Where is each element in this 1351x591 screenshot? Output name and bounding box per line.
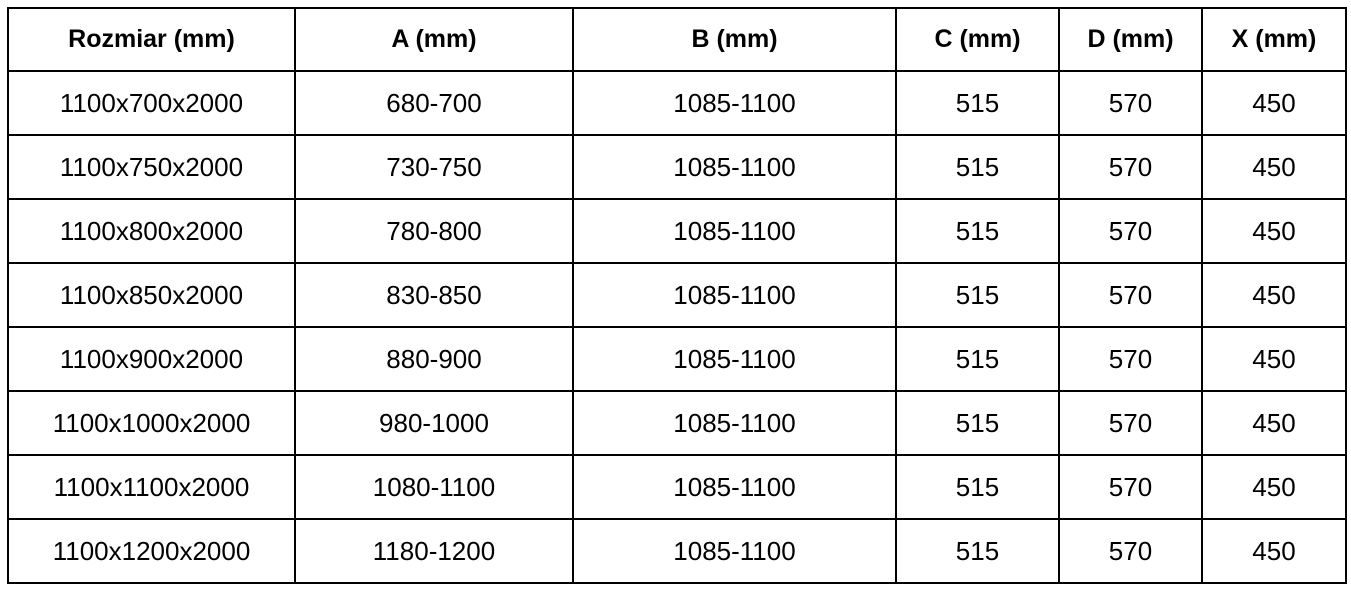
cell-d: 570 — [1058, 70, 1203, 136]
cell-x: 450 — [1201, 390, 1347, 456]
dimensions-table: Rozmiar (mm) A (mm) B (mm) C (mm) D (mm) X (m… — [7, 7, 1347, 584]
cell-c: 515 — [895, 454, 1060, 520]
cell-b: 1085-1100 — [572, 326, 897, 392]
table-row: 1100x700x2000 680-700 1085-1100 515 570 450 — [7, 70, 1347, 136]
cell-b: 1085-1100 — [572, 198, 897, 264]
cell-size: 1100x800x2000 — [7, 198, 296, 264]
cell-x: 450 — [1201, 198, 1347, 264]
table-row: 1100x900x2000 880-900 1085-1100 515 570 450 — [7, 326, 1347, 392]
cell-a: 830-850 — [294, 262, 574, 328]
header-row: Rozmiar (mm) A (mm) B (mm) C (mm) D (mm) X (m… — [7, 7, 1347, 72]
cell-c: 515 — [895, 70, 1060, 136]
cell-d: 570 — [1058, 454, 1203, 520]
column-header-x: X (mm) — [1201, 7, 1347, 72]
cell-d: 570 — [1058, 326, 1203, 392]
cell-a: 880-900 — [294, 326, 574, 392]
cell-size: 1100x1000x2000 — [7, 390, 296, 456]
cell-b: 1085-1100 — [572, 70, 897, 136]
table-row: 1100x850x2000 830-850 1085-1100 515 570 450 — [7, 262, 1347, 328]
cell-a: 1180-1200 — [294, 518, 574, 584]
cell-x: 450 — [1201, 134, 1347, 200]
cell-x: 450 — [1201, 262, 1347, 328]
table-row: 1100x800x2000 780-800 1085-1100 515 570 450 — [7, 198, 1347, 264]
cell-a: 730-750 — [294, 134, 574, 200]
cell-size: 1100x750x2000 — [7, 134, 296, 200]
cell-x: 450 — [1201, 518, 1347, 584]
cell-size: 1100x900x2000 — [7, 326, 296, 392]
cell-d: 570 — [1058, 518, 1203, 584]
cell-c: 515 — [895, 262, 1060, 328]
cell-size: 1100x850x2000 — [7, 262, 296, 328]
table-row: 1100x1200x2000 1180-1200 1085-1100 515 570 45… — [7, 518, 1347, 584]
cell-d: 570 — [1058, 134, 1203, 200]
cell-a: 780-800 — [294, 198, 574, 264]
cell-a: 1080-1100 — [294, 454, 574, 520]
cell-b: 1085-1100 — [572, 454, 897, 520]
column-header-b: B (mm) — [572, 7, 897, 72]
column-header-c: C (mm) — [895, 7, 1060, 72]
cell-c: 515 — [895, 326, 1060, 392]
table-row: 1100x1100x2000 1080-1100 1085-1100 515 570 45… — [7, 454, 1347, 520]
column-header-a: A (mm) — [294, 7, 574, 72]
cell-b: 1085-1100 — [572, 262, 897, 328]
cell-d: 570 — [1058, 262, 1203, 328]
cell-b: 1085-1100 — [572, 390, 897, 456]
cell-x: 450 — [1201, 326, 1347, 392]
cell-size: 1100x1100x2000 — [7, 454, 296, 520]
cell-b: 1085-1100 — [572, 134, 897, 200]
column-header-size: Rozmiar (mm) — [7, 7, 296, 72]
cell-a: 980-1000 — [294, 390, 574, 456]
cell-c: 515 — [895, 518, 1060, 584]
cell-b: 1085-1100 — [572, 518, 897, 584]
cell-c: 515 — [895, 390, 1060, 456]
cell-d: 570 — [1058, 198, 1203, 264]
table-row: 1100x750x2000 730-750 1085-1100 515 570 450 — [7, 134, 1347, 200]
cell-d: 570 — [1058, 390, 1203, 456]
cell-size: 1100x700x2000 — [7, 70, 296, 136]
cell-c: 515 — [895, 198, 1060, 264]
cell-a: 680-700 — [294, 70, 574, 136]
cell-x: 450 — [1201, 70, 1347, 136]
table-row: 1100x1000x2000 980-1000 1085-1100 515 570 450 — [7, 390, 1347, 456]
cell-c: 515 — [895, 134, 1060, 200]
cell-x: 450 — [1201, 454, 1347, 520]
cell-size: 1100x1200x2000 — [7, 518, 296, 584]
column-header-d: D (mm) — [1058, 7, 1203, 72]
